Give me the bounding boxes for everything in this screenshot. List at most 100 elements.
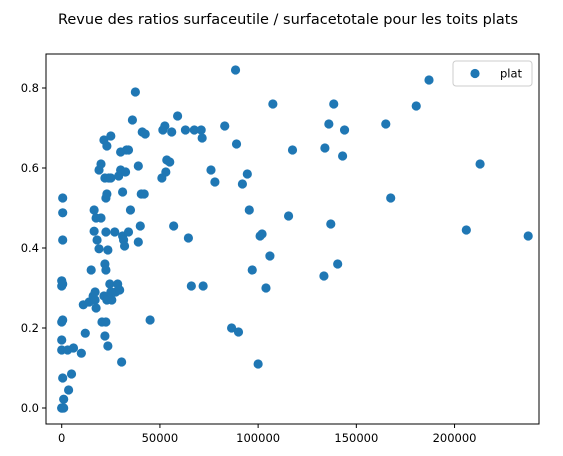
plot-points <box>57 65 533 413</box>
data-point <box>103 245 113 255</box>
data-point <box>523 231 533 241</box>
data-point <box>94 244 104 254</box>
x-tick-label: 0 <box>58 431 65 445</box>
data-point <box>253 359 263 369</box>
data-point <box>125 205 136 215</box>
data-point <box>123 145 134 155</box>
data-point <box>86 265 96 275</box>
x-tick-label: 200000 <box>433 431 477 445</box>
data-point <box>90 287 100 297</box>
data-point <box>283 211 294 221</box>
y-tick-label: 0.4 <box>21 241 39 255</box>
data-point <box>261 283 271 293</box>
data-point <box>92 235 102 245</box>
data-point <box>102 141 112 151</box>
data-point <box>196 125 206 135</box>
data-point <box>91 303 101 313</box>
data-point <box>59 394 69 404</box>
data-point <box>411 101 421 111</box>
data-point <box>105 279 115 289</box>
data-point <box>110 227 120 237</box>
data-point <box>230 65 241 75</box>
data-point <box>319 271 329 281</box>
data-point <box>145 315 155 325</box>
data-point <box>96 159 106 169</box>
data-point <box>320 143 330 153</box>
data-point <box>324 119 334 129</box>
data-point <box>180 125 191 135</box>
data-point <box>58 373 68 383</box>
data-point <box>173 111 183 121</box>
data-point <box>90 295 100 305</box>
data-point <box>101 317 111 327</box>
data-point <box>58 193 68 203</box>
data-point <box>265 251 275 261</box>
data-point <box>106 131 116 141</box>
data-point <box>100 331 110 341</box>
y-tick-label: 0.2 <box>21 321 39 335</box>
data-point <box>206 165 216 175</box>
data-point <box>169 221 179 231</box>
data-point <box>244 205 254 215</box>
data-point <box>123 227 134 237</box>
data-point <box>120 167 131 177</box>
data-point <box>107 295 117 305</box>
data-point <box>165 157 175 167</box>
y-axis-ticks: 0.0 0.2 0.4 0.6 0.8 <box>21 81 46 415</box>
data-point <box>386 193 396 203</box>
data-point <box>101 265 111 275</box>
data-point <box>287 145 298 155</box>
plot-frame <box>45 53 540 425</box>
chart-title: Revue des ratios surfaceutile / surfacet… <box>58 12 518 28</box>
y-tick-label: 0.0 <box>21 401 39 415</box>
data-point <box>183 233 193 243</box>
data-point <box>227 323 237 333</box>
data-point <box>186 281 196 291</box>
data-point <box>337 151 348 161</box>
data-point <box>115 285 125 295</box>
data-point <box>58 208 68 218</box>
data-point <box>119 241 130 251</box>
data-point <box>102 189 112 199</box>
data-point <box>326 219 336 229</box>
data-point <box>242 169 252 179</box>
data-point <box>381 119 391 129</box>
data-point <box>140 129 150 139</box>
data-point <box>63 385 74 395</box>
data-point <box>237 179 248 189</box>
data-point <box>198 281 208 291</box>
data-point <box>57 335 67 345</box>
data-point <box>339 125 350 135</box>
data-point <box>231 139 242 149</box>
data-point <box>220 121 230 131</box>
x-tick-label: 50000 <box>142 431 179 445</box>
data-point <box>461 225 471 235</box>
data-point <box>329 99 339 109</box>
data-point <box>133 161 143 171</box>
data-point <box>189 125 199 135</box>
legend-marker <box>470 68 480 79</box>
x-tick-label: 100000 <box>236 431 280 445</box>
data-point <box>106 173 116 183</box>
legend: plat <box>452 60 533 87</box>
data-point <box>268 99 278 109</box>
data-point <box>103 341 113 351</box>
data-point <box>58 315 68 325</box>
legend-box <box>452 60 533 87</box>
y-tick-label: 0.6 <box>21 161 39 175</box>
data-point <box>117 357 127 367</box>
data-point <box>80 328 90 338</box>
data-point <box>475 159 485 169</box>
data-point <box>210 177 220 187</box>
data-point <box>118 187 128 197</box>
data-point <box>133 237 143 247</box>
data-point <box>66 369 77 379</box>
data-point <box>197 133 207 143</box>
data-point <box>96 213 106 223</box>
x-tick-label: 150000 <box>334 431 378 445</box>
y-tick-label: 0.8 <box>21 81 39 95</box>
data-point <box>161 167 171 177</box>
data-point <box>130 87 140 97</box>
data-point <box>257 229 267 239</box>
